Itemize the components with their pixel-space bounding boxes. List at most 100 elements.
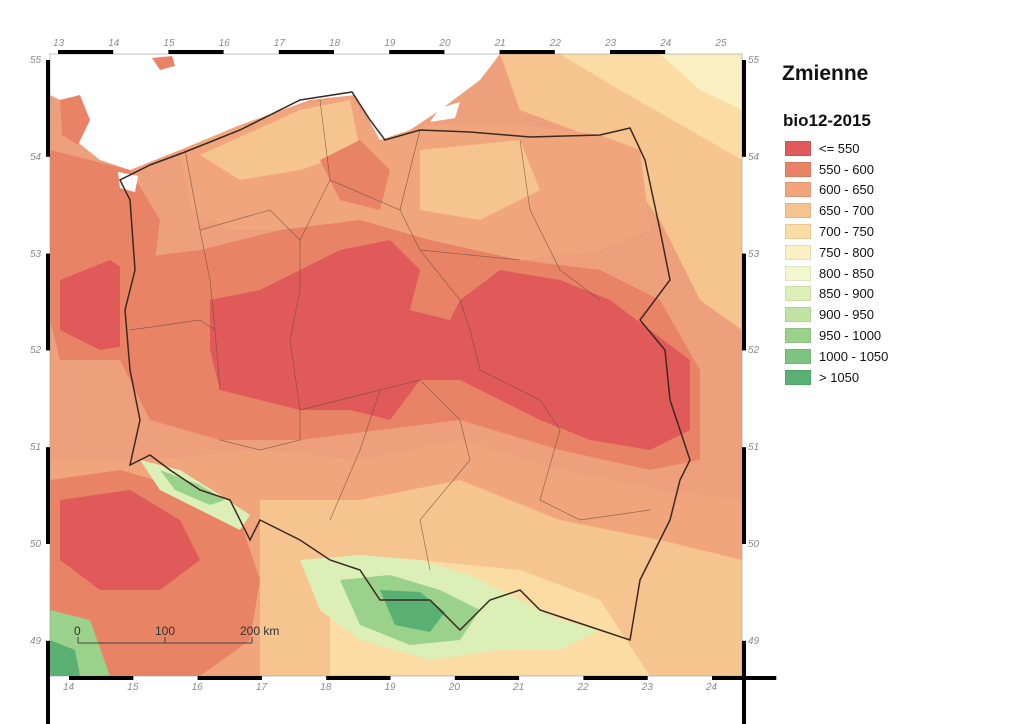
legend-label: 950 - 1000 xyxy=(819,328,882,344)
frame-bar xyxy=(742,640,746,724)
precipitation-raster xyxy=(50,54,742,676)
bottom-tick-label: 17 xyxy=(255,682,268,693)
legend-swatch xyxy=(785,307,811,323)
bottom-tick-label: 19 xyxy=(384,682,396,693)
frame-bar xyxy=(610,50,666,54)
legend-item: <= 550 xyxy=(785,138,888,159)
left-tick-label: 51 xyxy=(30,442,42,454)
legend-swatch xyxy=(785,328,811,344)
frame-bar xyxy=(583,676,648,680)
legend-item: 600 - 650 xyxy=(785,180,888,201)
legend-swatch xyxy=(785,369,811,385)
top-tick-label: 15 xyxy=(163,38,175,49)
legend-list: <= 550 550 - 600 600 - 650 650 - 700 700 - 7… xyxy=(785,138,888,388)
scale-label-100: 100 xyxy=(155,624,176,638)
frame-bar xyxy=(69,676,134,680)
left-tick-label: 53 xyxy=(30,248,42,260)
frame-bar xyxy=(742,60,746,157)
scale-label-0: 0 xyxy=(74,624,81,638)
legend-label: > 1050 xyxy=(819,369,860,385)
top-tick-label: 23 xyxy=(605,38,617,49)
legend-item: 750 - 800 xyxy=(785,242,888,263)
frame-bar xyxy=(499,50,555,54)
right-tick-label: 53 xyxy=(748,248,760,260)
top-tick-label: 25 xyxy=(715,38,727,49)
top-tick-label: 17 xyxy=(273,38,285,49)
frame-bar xyxy=(197,676,262,680)
frame-bar xyxy=(742,253,746,351)
legend-item: 550 - 600 xyxy=(785,159,888,180)
legend-item: 700 - 750 xyxy=(785,221,888,242)
legend-label: 800 - 850 xyxy=(819,265,874,281)
bottom-tick-label: 21 xyxy=(513,682,525,693)
right-tick-label: 55 xyxy=(748,55,760,66)
right-tick-label: 54 xyxy=(748,151,760,163)
top-tick-label: 18 xyxy=(329,38,341,49)
frame-bar xyxy=(46,447,50,544)
legend-label: 550 - 600 xyxy=(819,161,874,177)
legend-item: 650 - 700 xyxy=(785,200,888,221)
graticule-frame-bars xyxy=(46,50,777,724)
legend-swatch xyxy=(785,348,811,364)
bottom-tick-label: 16 xyxy=(191,682,203,693)
legend-label: 900 - 950 xyxy=(819,307,874,323)
legend-item: 900 - 950 xyxy=(785,304,888,325)
legend-swatch xyxy=(785,224,811,240)
legend-label: 600 - 650 xyxy=(819,182,874,198)
top-tick-label: 13 xyxy=(53,38,65,49)
legend-item: > 1050 xyxy=(785,367,888,388)
legend-item: 1000 - 1050 xyxy=(785,346,888,367)
legend-swatch xyxy=(785,161,811,177)
bottom-tick-label: 18 xyxy=(320,682,332,693)
frame-bar xyxy=(168,50,224,54)
legend-label: 850 - 900 xyxy=(819,286,874,302)
top-tick-label: 22 xyxy=(549,38,561,49)
top-tick-label: 16 xyxy=(218,38,230,49)
bottom-tick-label: 20 xyxy=(448,682,460,693)
frame-bar xyxy=(742,447,746,544)
top-tick-label: 24 xyxy=(660,38,672,49)
top-tick-label: 20 xyxy=(439,38,451,49)
right-tick-label: 50 xyxy=(748,539,760,550)
legend-swatch xyxy=(785,203,811,219)
scale-label-200: 200 km xyxy=(240,624,280,638)
left-tick-label: 54 xyxy=(30,151,42,163)
legend-swatch xyxy=(785,140,811,156)
legend-label: 750 - 800 xyxy=(819,244,874,260)
top-tick-label: 21 xyxy=(494,38,506,49)
left-tick-label: 55 xyxy=(30,55,42,66)
legend-subtitle: bio12-2015 xyxy=(783,111,871,130)
right-tick-label: 52 xyxy=(748,345,760,357)
poland-border xyxy=(118,91,691,641)
legend-title: Zmienne xyxy=(782,62,869,85)
frame-bar xyxy=(46,640,50,724)
frame-bar xyxy=(46,60,50,157)
top-tick-label: 19 xyxy=(384,38,396,49)
top-tick-label: 14 xyxy=(108,38,120,49)
right-tick-label: 49 xyxy=(748,635,760,647)
bottom-tick-label: 15 xyxy=(127,682,139,693)
legend-swatch xyxy=(785,286,811,302)
legend-swatch xyxy=(785,244,811,260)
frame-bar xyxy=(389,50,445,54)
left-tick-label: 50 xyxy=(30,539,42,550)
bottom-tick-label: 23 xyxy=(641,682,653,693)
left-tick-label: 49 xyxy=(30,635,42,647)
frame-bar xyxy=(454,676,520,680)
voivodeship-boundaries xyxy=(129,99,651,571)
frame-bar xyxy=(326,676,391,680)
legend-item: 950 - 1000 xyxy=(785,325,888,346)
scale-bar xyxy=(77,637,253,644)
bottom-tick-label: 22 xyxy=(577,682,589,693)
legend-swatch xyxy=(785,265,811,281)
left-tick-label: 52 xyxy=(30,345,42,357)
right-tick-label: 51 xyxy=(748,442,760,454)
legend-label: 1000 - 1050 xyxy=(819,348,889,364)
frame-bar xyxy=(278,50,334,54)
bottom-tick-label: 14 xyxy=(63,682,75,693)
legend-swatch xyxy=(785,182,811,198)
legend-label: 650 - 700 xyxy=(819,203,874,219)
legend-item: 850 - 900 xyxy=(785,284,888,305)
frame-bar xyxy=(46,253,50,351)
